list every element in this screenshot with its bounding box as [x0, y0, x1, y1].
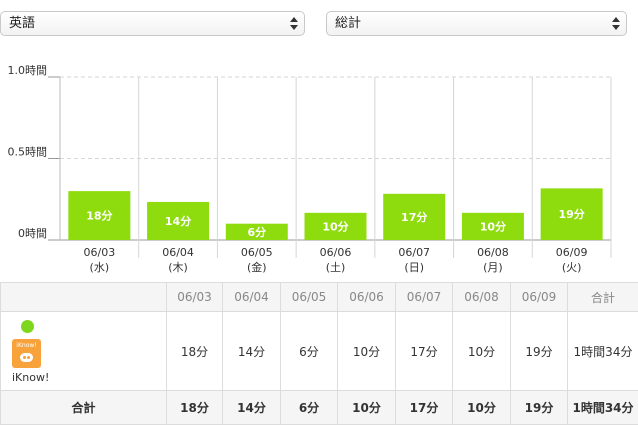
- table-header-cell: 06/03: [167, 283, 223, 312]
- language-select[interactable]: 英語: [0, 11, 305, 36]
- table-cell: 6分: [281, 312, 338, 391]
- total-cell: 18分: [167, 391, 223, 425]
- app-icon-text: iKnow!: [12, 342, 41, 349]
- x-weekday-label: (金): [247, 260, 267, 274]
- x-tick-label: 06/07: [398, 246, 430, 259]
- select-arrows-icon: [290, 15, 298, 32]
- total-cell: 6分: [281, 391, 338, 425]
- x-tick-label: 06/06: [320, 246, 352, 259]
- table-header-cell: 06/04: [223, 283, 281, 312]
- table-row: iKnow! iKnow! 18分 14分 6分 10分 17分 10分 19分…: [1, 312, 638, 391]
- table-header-cell: 06/07: [396, 283, 453, 312]
- bar-value-label: 17分: [401, 210, 427, 224]
- period-select-value: 総計: [335, 16, 361, 31]
- total-cell: 14分: [223, 391, 281, 425]
- table-cell: 10分: [453, 312, 511, 391]
- bar-value-label: 14分: [165, 214, 191, 228]
- period-select[interactable]: 総計: [326, 11, 627, 36]
- x-tick-label: 06/09: [556, 246, 588, 259]
- usage-table: 06/03 06/04 06/05 06/06 06/07 06/08 06/0…: [0, 282, 638, 425]
- table-cell: 19分: [511, 312, 568, 391]
- x-weekday-label: (日): [404, 261, 424, 274]
- table-cell: 14分: [223, 312, 281, 391]
- x-tick-label: 06/04: [162, 246, 194, 259]
- x-tick-label: 06/03: [84, 246, 116, 259]
- y-tick-label: 1.0時間: [8, 64, 48, 77]
- table-total-row: 合計 18分 14分 6分 10分 17分 10分 19分 1時間34分: [1, 391, 638, 425]
- table-header-cell: 06/05: [281, 283, 338, 312]
- table-header-cell: 06/08: [453, 283, 511, 312]
- bar-value-label: 6分: [247, 225, 266, 239]
- bar-value-label: 19分: [558, 207, 584, 221]
- usage-bar-chart: 1.0時間 0.5時間 0時間 18分 06/03 (水) 14分 06/04 (木) 6分 06/…: [0, 60, 638, 280]
- table-header-row: 06/03 06/04 06/05 06/06 06/07 06/08 06/0…: [1, 283, 638, 312]
- table-header-cell: 06/06: [338, 283, 396, 312]
- total-cell: 1時間34分: [568, 391, 638, 425]
- x-weekday-label: (月): [483, 261, 503, 274]
- app-color-dot: [21, 320, 34, 333]
- total-cell: 19分: [511, 391, 568, 425]
- select-arrows-icon: [612, 15, 620, 32]
- table-header-cell: 06/09: [511, 283, 568, 312]
- x-tick-label: 06/08: [477, 246, 509, 259]
- bar-value-label: 10分: [480, 219, 506, 233]
- x-tick-label: 06/05: [241, 246, 273, 259]
- bar-value-label: 10分: [322, 219, 348, 233]
- table-header-cell: 合計: [568, 283, 638, 312]
- bar-value-label: 18分: [86, 209, 112, 223]
- total-label: 合計: [1, 391, 167, 425]
- table-cell: 17分: [396, 312, 453, 391]
- y-tick-label: 0.5時間: [8, 146, 48, 159]
- table-cell: 18分: [167, 312, 223, 391]
- x-weekday-label: (土): [326, 261, 346, 274]
- app-cell[interactable]: iKnow! iKnow!: [1, 312, 167, 391]
- total-cell: 17分: [396, 391, 453, 425]
- x-weekday-label: (水): [90, 261, 110, 274]
- y-tick-label: 0時間: [18, 227, 47, 240]
- language-select-value: 英語: [9, 16, 35, 31]
- total-cell: 10分: [453, 391, 511, 425]
- app-name: iKnow!: [12, 371, 49, 384]
- iknow-app-icon: iKnow!: [12, 339, 41, 368]
- x-weekday-label: (木): [168, 261, 188, 274]
- table-header-app: [1, 283, 167, 312]
- table-cell: 10分: [338, 312, 396, 391]
- x-weekday-label: (火): [562, 261, 582, 274]
- total-cell: 10分: [338, 391, 396, 425]
- table-cell: 1時間34分: [568, 312, 638, 391]
